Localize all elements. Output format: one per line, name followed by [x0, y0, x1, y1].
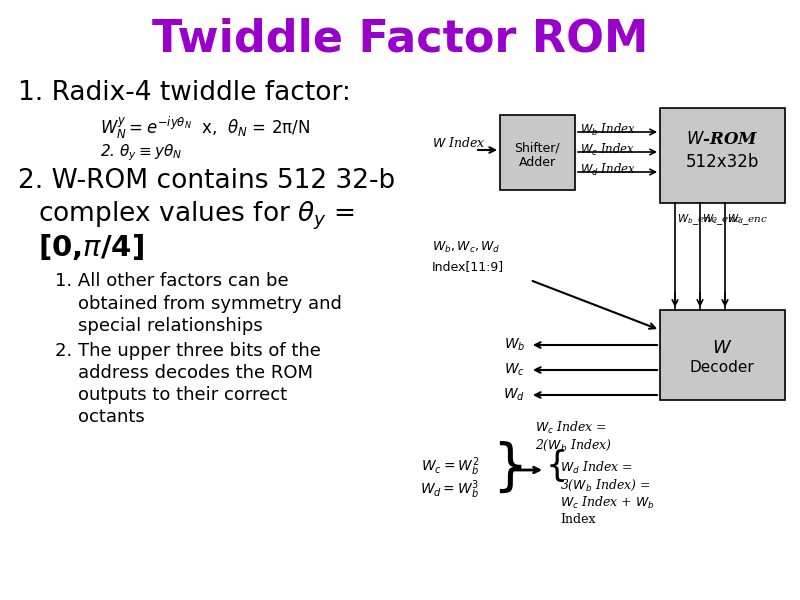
Text: 2. W-ROM contains 512 32-b: 2. W-ROM contains 512 32-b: [18, 168, 395, 194]
Text: $W_d$ Index =: $W_d$ Index =: [560, 460, 633, 476]
Text: $W_d\_$enc: $W_d\_$enc: [727, 212, 768, 227]
Text: outputs to their correct: outputs to their correct: [78, 386, 287, 404]
Text: octants: octants: [78, 408, 145, 426]
Text: Index: Index: [560, 513, 595, 526]
Text: $W_c$: $W_c$: [504, 362, 525, 378]
Text: 1. Radix-4 twiddle factor:: 1. Radix-4 twiddle factor:: [18, 80, 351, 106]
Text: complex values for $\theta_y$ =: complex values for $\theta_y$ =: [38, 200, 355, 232]
Text: address decodes the ROM: address decodes the ROM: [78, 364, 313, 382]
Text: [0,$\pi$/4]: [0,$\pi$/4]: [38, 232, 144, 262]
Text: $W_b$: $W_b$: [503, 337, 525, 353]
Text: Adder: Adder: [518, 157, 555, 169]
Text: 3($W_b$ Index) =: 3($W_b$ Index) =: [560, 478, 650, 493]
Text: $W_b$ Index: $W_b$ Index: [580, 122, 636, 138]
Text: $W_b\_$enc: $W_b\_$enc: [677, 212, 718, 227]
Text: $W_d = W_b^3$: $W_d = W_b^3$: [420, 478, 480, 500]
Text: Twiddle Factor ROM: Twiddle Factor ROM: [152, 18, 648, 61]
Text: Index[11:9]: Index[11:9]: [432, 260, 504, 273]
Text: Shifter/: Shifter/: [514, 142, 560, 154]
Text: $W_c$ Index: $W_c$ Index: [580, 142, 635, 158]
Bar: [660, 108, 785, 203]
Text: }: }: [492, 441, 527, 495]
Text: $W$ Index: $W$ Index: [432, 136, 486, 150]
Text: $W_d$: $W_d$: [503, 387, 525, 403]
Text: $W$-ROM: $W$-ROM: [686, 131, 758, 148]
Text: $W_c\_$enc: $W_c\_$enc: [702, 212, 742, 227]
Text: special relationships: special relationships: [78, 317, 262, 335]
Text: obtained from symmetry and: obtained from symmetry and: [78, 295, 342, 313]
Text: $W$: $W$: [712, 339, 732, 357]
Text: 2. The upper three bits of the: 2. The upper three bits of the: [55, 342, 321, 360]
Text: $W_c$ Index + $W_b$: $W_c$ Index + $W_b$: [560, 495, 655, 511]
Text: 512x32b: 512x32b: [686, 153, 758, 171]
Text: $W_b, W_c, W_d$: $W_b, W_c, W_d$: [432, 240, 501, 255]
Text: Decoder: Decoder: [690, 361, 754, 376]
Text: $W_c = W_b^2$: $W_c = W_b^2$: [421, 455, 479, 478]
Text: $W_d$ Index: $W_d$ Index: [580, 162, 636, 178]
Text: $W_c$ Index =: $W_c$ Index =: [535, 420, 607, 436]
Text: $W_N^y = e^{-iy\theta_N}$  x,  $\theta_N$ = 2π/N: $W_N^y = e^{-iy\theta_N}$ x, $\theta_N$ …: [100, 115, 310, 141]
Text: 2. $\theta_y \equiv y\theta_N$: 2. $\theta_y \equiv y\theta_N$: [100, 142, 182, 163]
Bar: [660, 310, 785, 400]
Bar: [500, 115, 575, 190]
Text: {: {: [546, 449, 568, 483]
Text: 1. All other factors can be: 1. All other factors can be: [55, 272, 289, 290]
Text: 2($W_b$ Index): 2($W_b$ Index): [535, 438, 612, 453]
